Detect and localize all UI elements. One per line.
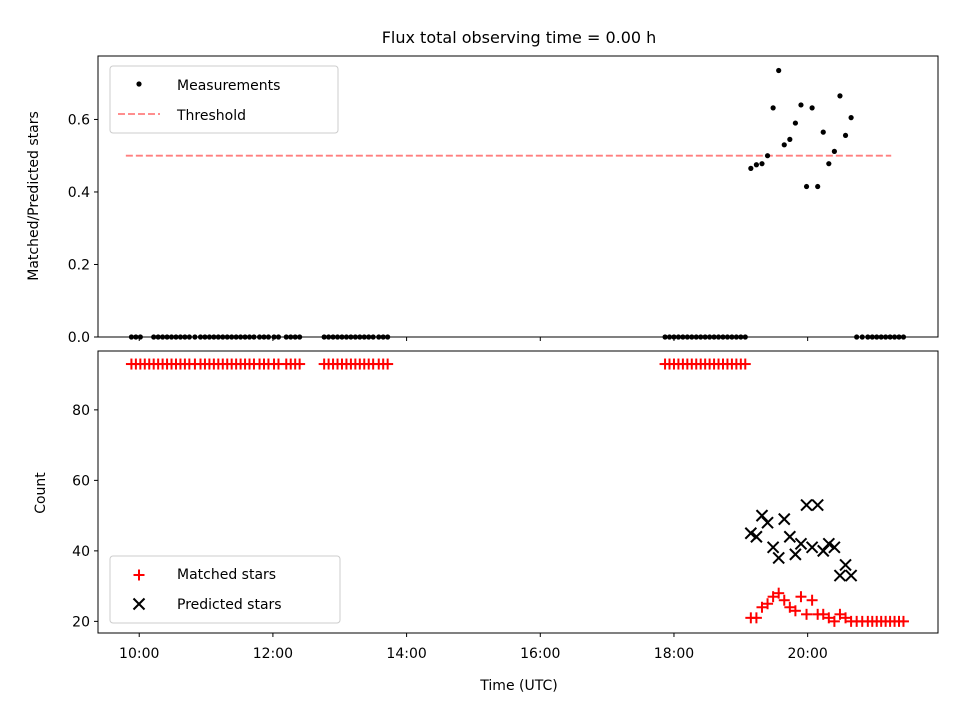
predicted-star-point: [783, 530, 797, 543]
matched-star-point: [823, 612, 835, 624]
top-y-axis-label: Matched/Predicted stars: [26, 111, 42, 281]
matched-star-point: [801, 608, 813, 620]
matched-star-point: [784, 601, 796, 613]
measurement-point: [792, 120, 799, 126]
matched-star-point: [834, 608, 846, 620]
predicted-star-point: [828, 541, 841, 554]
predicted-star-point: [839, 558, 852, 572]
legend-label-measurements: Measurements: [177, 78, 280, 94]
x-axis-label: Time (UTC): [479, 678, 557, 694]
measurement-point: [776, 67, 782, 74]
matched-star-point: [756, 601, 768, 613]
matched-star-point: [828, 615, 840, 627]
matched-star-point: [750, 612, 762, 624]
y-tick-label: 0.0: [68, 330, 90, 346]
measurement-point: [803, 183, 810, 190]
matched-star-point: [817, 608, 829, 620]
matched-star-point: [897, 615, 909, 627]
matched-star-point: [382, 358, 394, 370]
matched-star-point: [762, 598, 774, 610]
measurement-point: [848, 115, 854, 121]
y-tick-label: 20: [72, 614, 90, 630]
measurement-point: [770, 105, 776, 111]
measurement-point: [798, 102, 804, 108]
x-tick-label: 16:00: [520, 646, 560, 662]
legend-label-matched-stars: Matched stars: [177, 567, 276, 583]
measurement-point: [842, 132, 849, 139]
y-tick-label: 0.4: [68, 185, 90, 201]
matched-star-point: [294, 358, 306, 370]
x-tick-label: 12:00: [253, 646, 293, 662]
bottom-legend-box: [109, 555, 341, 624]
matched-star-point: [778, 594, 790, 606]
chart-title: Flux total observing time = 0.00 h: [382, 28, 657, 47]
predicted-star-point: [772, 551, 785, 565]
y-tick-label: 0.6: [68, 112, 90, 128]
x-tick-label: 14:00: [386, 646, 426, 662]
legend-marker-measurements: [136, 81, 142, 87]
measurement-point: [764, 153, 771, 159]
legend-label-threshold: Threshold: [176, 108, 246, 124]
predicted-star-point: [778, 512, 791, 526]
x-tick-label: 10:00: [119, 646, 159, 662]
measurement-point: [815, 183, 821, 190]
matched-star-point: [767, 591, 779, 603]
predicted-star-point: [744, 527, 758, 540]
top-legend-box: [109, 65, 339, 134]
predicted-star-point: [844, 569, 858, 582]
legend-label-predicted-stars: Predicted stars: [177, 597, 282, 613]
predicted-star-point: [817, 544, 830, 558]
predicted-star-point: [789, 548, 802, 561]
measurement-point: [820, 129, 826, 135]
bottom-y-axis: 20 40 60 80: [72, 403, 98, 630]
measurement-point: [831, 148, 837, 154]
matched-star-point: [773, 587, 785, 599]
top-y-axis: 0.0 0.2 0.4 0.6: [68, 112, 98, 346]
predicted-star-point: [761, 516, 774, 529]
x-tick-label: 20:00: [787, 646, 827, 662]
bottom-axes-frame: [97, 350, 939, 634]
top-plot-area: [125, 67, 907, 340]
measurement-point: [759, 161, 765, 167]
bottom-plot-area: [125, 358, 909, 627]
matched-star-point: [789, 605, 801, 617]
predicted-star-point: [750, 530, 763, 543]
bottom-y-axis-label: Count: [33, 472, 49, 514]
measurement-point: [787, 136, 793, 142]
matched-star-point: [806, 594, 818, 606]
x-tick-label: 18:00: [654, 646, 694, 662]
measurement-point: [753, 162, 760, 168]
top-x-axis: [138, 337, 809, 341]
legend-marker-matched-stars: [133, 569, 145, 581]
y-tick-label: 0.2: [68, 257, 90, 273]
predicted-star-point: [800, 498, 813, 512]
matched-star-point: [795, 591, 807, 603]
bottom-x-axis: 10:00 12:00 14:00 16:00 18:00 20:00: [119, 633, 828, 662]
y-tick-label: 80: [72, 403, 90, 419]
predicted-star-point: [811, 498, 824, 512]
predicted-star-point: [766, 541, 780, 554]
measurement-point: [826, 161, 832, 167]
measurement-point: [809, 105, 815, 111]
top-legend: Measurements Threshold: [109, 65, 339, 134]
measurement-point: [837, 93, 843, 99]
matched-star-point: [840, 612, 852, 624]
y-tick-label: 40: [72, 544, 90, 560]
predicted-star-point: [755, 509, 769, 522]
top-panel: 0.0 0.2 0.4 0.6 Matched/Predicted stars Mea…: [26, 55, 939, 346]
predicted-star-point: [794, 537, 808, 551]
measurement-point: [781, 142, 787, 148]
predicted-star-point: [822, 537, 836, 551]
matched-star-point: [739, 358, 751, 370]
legend-marker-predicted-stars: [132, 597, 146, 611]
bottom-legend: Matched stars Predicted stars: [109, 555, 341, 624]
y-tick-label: 60: [72, 473, 90, 489]
predicted-star-point: [833, 569, 847, 582]
predicted-star-point: [805, 541, 819, 554]
top-axes-frame: [97, 55, 939, 338]
measurement-point: [748, 165, 754, 171]
